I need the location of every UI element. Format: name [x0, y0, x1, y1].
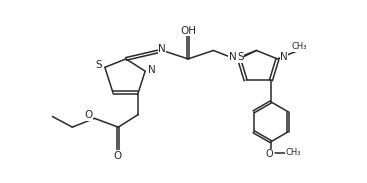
Text: S: S	[95, 60, 102, 70]
Text: N: N	[280, 52, 288, 62]
Text: O: O	[114, 151, 122, 160]
Text: O: O	[266, 149, 273, 159]
Text: N: N	[158, 44, 166, 54]
Text: N: N	[148, 65, 156, 75]
Text: CH₃: CH₃	[285, 148, 301, 157]
Text: O: O	[85, 110, 93, 120]
Text: N: N	[229, 52, 236, 62]
Text: OH: OH	[181, 26, 196, 36]
Text: CH₃: CH₃	[292, 42, 308, 51]
Text: S: S	[237, 52, 244, 62]
